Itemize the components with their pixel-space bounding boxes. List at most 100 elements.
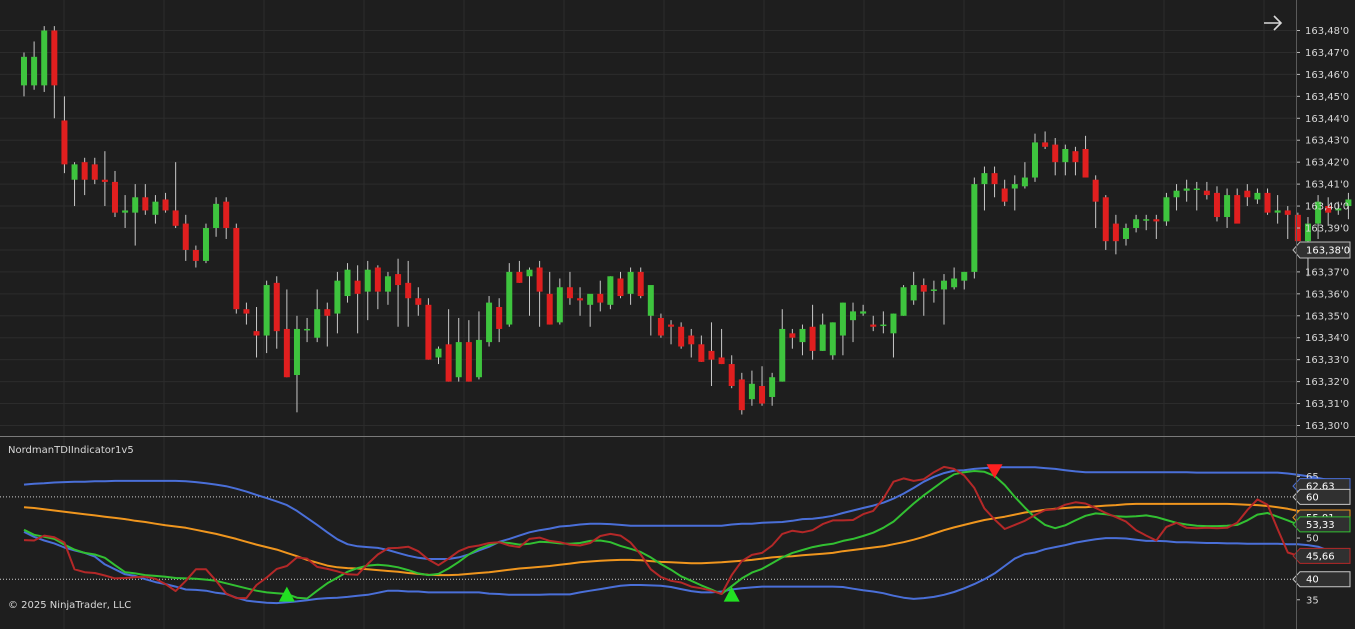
- price-tick-label: 163,39'0: [1305, 224, 1349, 235]
- candle: [192, 245, 199, 268]
- candle: [324, 302, 331, 347]
- candle: [536, 260, 543, 327]
- candle: [587, 293, 594, 327]
- candle: [657, 313, 664, 338]
- candle: [1032, 133, 1038, 182]
- price-tick-label: 163,41'0: [1305, 180, 1349, 191]
- candle: [1102, 195, 1109, 250]
- candle: [951, 267, 958, 290]
- price-tick-label: 163,42'0: [1305, 158, 1349, 169]
- candle: [395, 258, 402, 327]
- price-tick-label: 163,31'0: [1305, 399, 1349, 410]
- candle: [718, 328, 725, 365]
- candle: [162, 192, 169, 213]
- candle: [597, 280, 604, 312]
- candle: [1001, 179, 1008, 207]
- candle: [637, 267, 644, 299]
- indicator-line: [23, 470, 1299, 600]
- indicator-tick-label: 65: [1306, 472, 1319, 483]
- candle: [253, 307, 260, 358]
- candle: [1072, 146, 1079, 176]
- price-tick-label: 163,43'0: [1305, 136, 1349, 147]
- candle: [293, 315, 300, 413]
- value-flag-label: 60: [1306, 492, 1319, 503]
- candle: [546, 271, 553, 325]
- candle: [1042, 131, 1049, 149]
- indicator-line: [23, 502, 1319, 577]
- candle: [1021, 162, 1028, 189]
- current-price-box: [1292, 241, 1351, 259]
- candle: [1112, 214, 1119, 255]
- candle: [1011, 175, 1018, 211]
- candle: [738, 372, 745, 415]
- candle: [415, 287, 422, 316]
- price-tick-label: 163,46'0: [1305, 70, 1349, 81]
- candle: [213, 197, 220, 237]
- indicator-line: [23, 466, 1349, 560]
- candle: [465, 320, 472, 382]
- candle: [1052, 138, 1059, 176]
- candlestick-series: [21, 26, 1352, 415]
- candle: [304, 317, 311, 343]
- candle: [61, 96, 68, 174]
- candle: [122, 195, 129, 228]
- candle: [860, 304, 867, 316]
- candle: [627, 267, 634, 305]
- arrow-right-icon[interactable]: [1264, 15, 1283, 31]
- candle: [182, 214, 189, 261]
- candle: [1345, 192, 1352, 220]
- copyright-text: © 2025 NinjaTrader, LLC: [8, 600, 131, 611]
- indicator-line: [23, 465, 1299, 600]
- value-flag: 45,66: [1292, 547, 1351, 564]
- candle: [1244, 184, 1251, 207]
- candle: [1254, 188, 1261, 204]
- triangle-up-icon: [723, 586, 740, 602]
- candle: [678, 322, 685, 349]
- candle: [920, 278, 927, 316]
- candle: [1062, 144, 1069, 176]
- candle: [1224, 188, 1231, 228]
- price-tick-label: 163,33'0: [1305, 355, 1349, 366]
- indicator-title: NordmanTDIIndicator1v5: [8, 445, 134, 456]
- candle: [71, 162, 78, 207]
- candle: [1274, 195, 1281, 224]
- candle: [344, 263, 351, 303]
- price-tick-label: 163,36'0: [1305, 289, 1349, 300]
- candle: [556, 278, 563, 325]
- candle: [445, 309, 452, 382]
- candle: [354, 265, 361, 334]
- triangle-down-icon: [986, 464, 1003, 479]
- indicator-line: [23, 531, 1329, 605]
- candle: [1193, 181, 1200, 211]
- price-tick-label: 163,34'0: [1305, 333, 1349, 344]
- candle: [1284, 206, 1291, 239]
- candle: [1163, 192, 1170, 226]
- candle: [405, 260, 412, 327]
- candle: [688, 328, 695, 358]
- candle: [273, 276, 280, 349]
- price-tick-label: 163,30'0: [1305, 421, 1349, 432]
- candle: [779, 309, 786, 382]
- candle: [566, 271, 573, 305]
- candle: [1335, 201, 1342, 215]
- candle: [748, 370, 755, 406]
- value-flag-label: 53,33: [1306, 520, 1335, 531]
- candle: [152, 195, 159, 224]
- candle: [809, 304, 816, 360]
- candle: [607, 276, 614, 310]
- candle: [283, 289, 290, 378]
- triangle-up-icon: [278, 586, 295, 602]
- candle: [577, 287, 584, 316]
- candle: [374, 265, 381, 310]
- candle: [1153, 214, 1160, 239]
- candle: [202, 223, 209, 264]
- candle: [1122, 223, 1129, 246]
- value-flag: 40: [1292, 571, 1351, 588]
- candle: [971, 177, 978, 279]
- candle: [384, 271, 391, 305]
- candle: [870, 315, 877, 332]
- candle: [839, 302, 846, 356]
- candle: [516, 260, 523, 283]
